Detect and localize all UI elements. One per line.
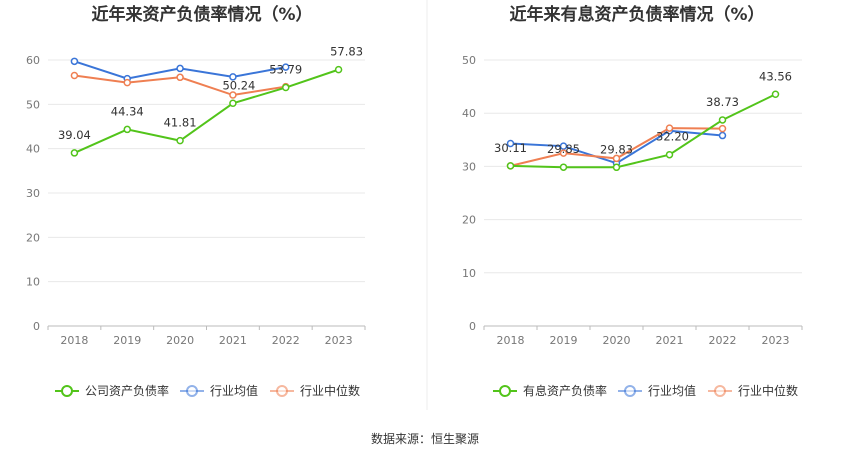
data-point[interactable]: [559, 163, 568, 171]
data-point[interactable]: [70, 71, 79, 80]
y-tick-label: 40: [26, 143, 40, 156]
series-line: [74, 68, 339, 154]
y-tick-label: 50: [462, 54, 476, 67]
data-point[interactable]: [229, 99, 237, 108]
x-tick-label: 2018: [60, 334, 88, 347]
chart-title: 近年来资产负债率情况（%）: [91, 4, 312, 25]
legend-label[interactable]: 行业中位数: [738, 383, 798, 398]
data-point[interactable]: [282, 63, 290, 71]
x-tick-label: 2021: [219, 334, 247, 347]
x-tick-label: 2023: [762, 334, 790, 347]
data-point[interactable]: [334, 65, 343, 74]
data-point[interactable]: [771, 90, 780, 99]
data-point[interactable]: [718, 116, 727, 124]
x-tick-label: 2023: [325, 334, 353, 347]
x-tick-label: 2022: [272, 334, 300, 347]
data-point[interactable]: [70, 149, 79, 157]
series-line: [510, 93, 776, 169]
data-point[interactable]: [718, 131, 727, 140]
y-tick-label: 10: [462, 267, 476, 280]
data-label: 41.81: [164, 116, 197, 130]
y-tick-label: 40: [462, 107, 476, 120]
chart-title: 近年来有息资产负债率情况（%）: [509, 4, 764, 25]
panel-interest-bearing-liability-ratio: 近年来有息资产负债率情况（%） 0 10 20 30 40 50 2018 2019 2020 20…: [462, 4, 803, 398]
legend-label[interactable]: 公司资产负债率: [85, 383, 169, 398]
data-point[interactable]: [123, 125, 131, 134]
y-tick-label: 30: [462, 160, 476, 173]
y-tick-label: 20: [26, 231, 40, 244]
data-point[interactable]: [282, 83, 290, 92]
legend-swatch-marker[interactable]: [499, 385, 511, 397]
y-tick-label: 0: [469, 320, 476, 333]
legend-label[interactable]: 行业中位数: [300, 383, 360, 398]
legend-swatch-marker[interactable]: [186, 385, 198, 397]
data-label: 53.79: [269, 63, 302, 77]
data-label: 29.83: [600, 142, 633, 156]
legend-swatch-marker[interactable]: [624, 385, 636, 397]
data-label: 38.73: [706, 95, 739, 109]
data-point[interactable]: [559, 149, 568, 157]
y-tick-label: 10: [26, 276, 40, 289]
legend-label[interactable]: 行业均值: [210, 383, 258, 398]
data-point[interactable]: [612, 154, 621, 163]
data-point[interactable]: [506, 162, 515, 170]
data-label: 57.83: [330, 45, 363, 59]
x-tick-label: 2020: [603, 334, 631, 347]
data-label: 50.24: [222, 78, 255, 92]
y-tick-label: 30: [26, 187, 40, 200]
data-label: 39.04: [58, 128, 91, 142]
data-point[interactable]: [70, 57, 79, 66]
x-tick-label: 2021: [656, 334, 684, 347]
data-point[interactable]: [665, 150, 674, 159]
data-point[interactable]: [176, 64, 184, 73]
y-tick-label: 50: [26, 98, 40, 111]
data-label: 29.85: [547, 142, 580, 156]
x-tick-label: 2019: [113, 334, 141, 347]
legend-swatch-marker[interactable]: [61, 385, 73, 397]
data-point[interactable]: [176, 73, 184, 82]
data-point[interactable]: [559, 142, 568, 150]
legend-label[interactable]: 行业均值: [648, 383, 696, 398]
data-label: 43.56: [759, 69, 792, 83]
legend-swatch-marker[interactable]: [714, 385, 726, 397]
y-tick-label: 0: [33, 320, 40, 333]
legend-label[interactable]: 有息资产负债率: [523, 383, 607, 398]
data-point[interactable]: [506, 139, 515, 148]
x-tick-label: 2020: [166, 334, 194, 347]
panel-asset-liability-ratio: 近年来资产负债率情况（%） 0 10 20 30 40 50 60 2018 2019 2020 20…: [26, 4, 366, 398]
legend-swatch-marker[interactable]: [276, 385, 288, 397]
data-label: 30.11: [494, 141, 527, 155]
data-point[interactable]: [229, 91, 237, 99]
data-point[interactable]: [176, 136, 184, 145]
y-tick-label: 20: [462, 214, 476, 227]
x-tick-label: 2022: [709, 334, 737, 347]
data-label: 32.20: [656, 130, 689, 144]
y-tick-label: 60: [26, 54, 40, 67]
data-point[interactable]: [665, 124, 674, 132]
x-tick-label: 2018: [497, 334, 525, 347]
data-point[interactable]: [718, 124, 727, 133]
data-point[interactable]: [229, 73, 237, 81]
data-source-note: 数据来源：恒生聚源: [371, 431, 479, 446]
data-point[interactable]: [123, 78, 131, 87]
x-tick-label: 2019: [550, 334, 578, 347]
data-point[interactable]: [612, 163, 621, 172]
data-label: 44.34: [111, 104, 144, 118]
